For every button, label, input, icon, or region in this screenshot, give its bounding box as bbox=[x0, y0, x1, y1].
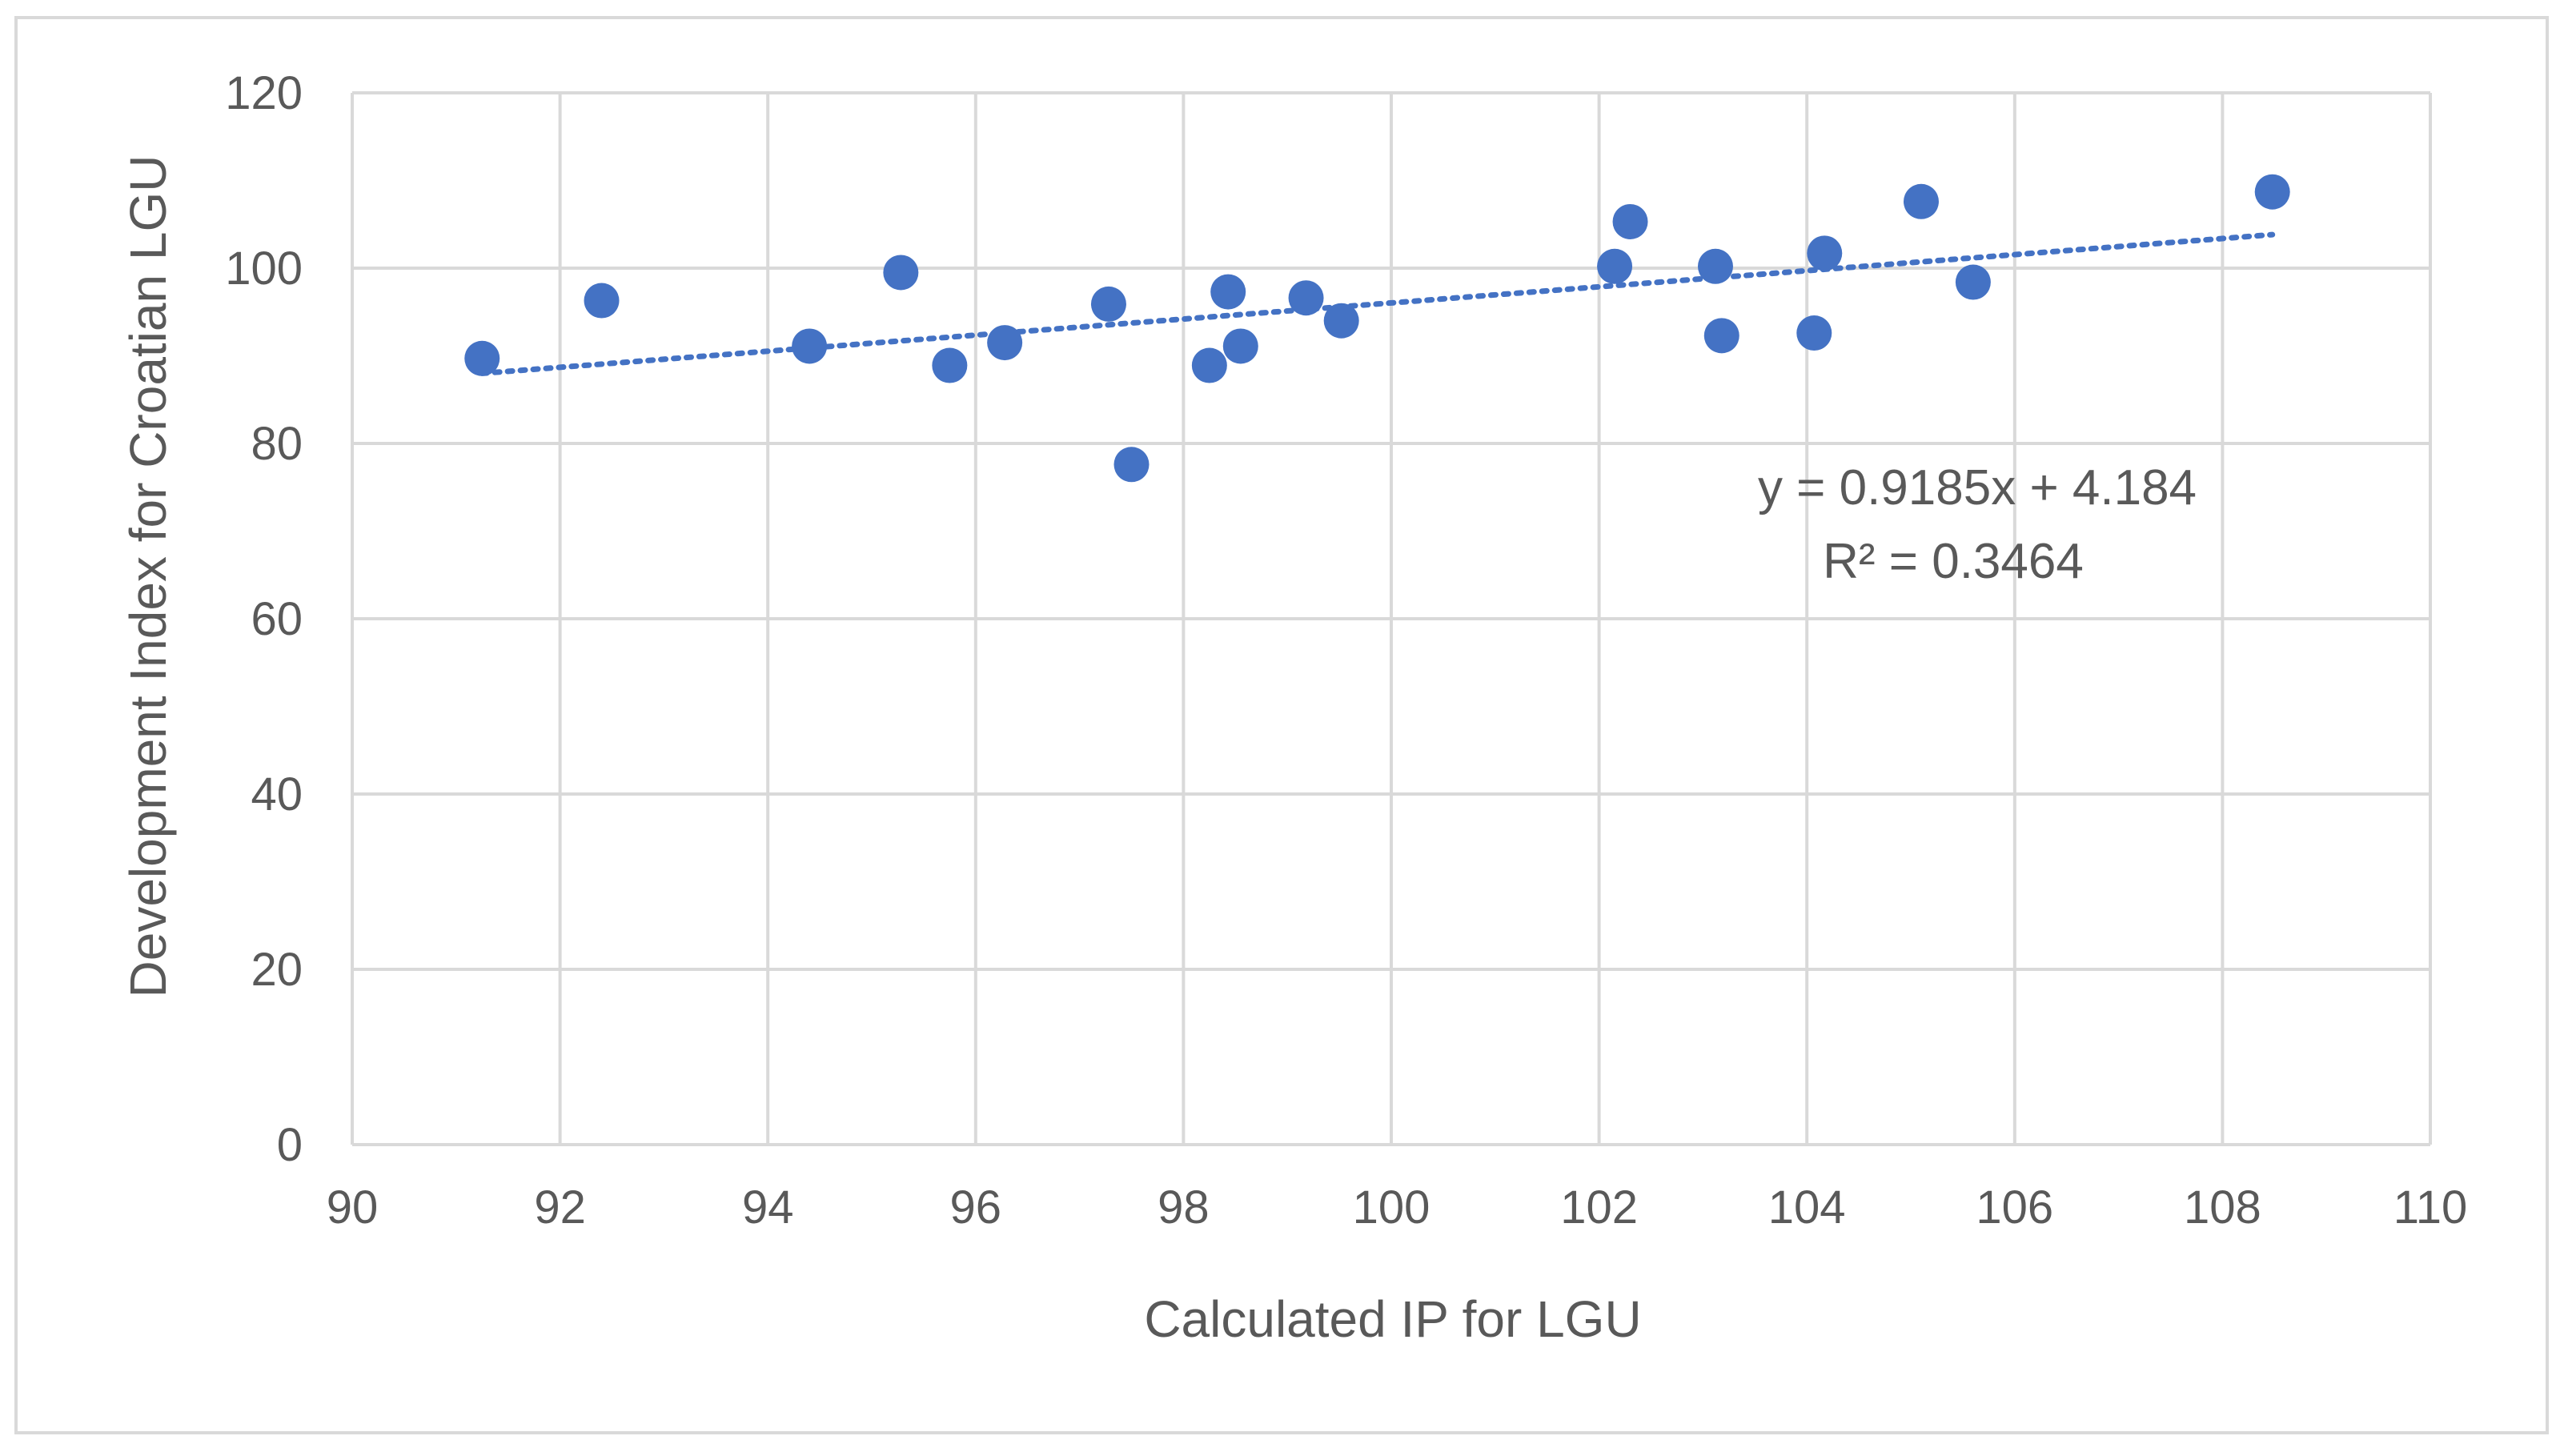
y-tick-label: 60 bbox=[251, 593, 303, 645]
data-point bbox=[792, 328, 828, 364]
data-point bbox=[1955, 264, 1991, 300]
x-axis-title: Calculated IP for LGU bbox=[1144, 1290, 1641, 1348]
grid-layer bbox=[351, 91, 2432, 1146]
x-tick-label: 92 bbox=[534, 1181, 586, 1233]
data-point bbox=[1113, 447, 1150, 483]
data-point bbox=[1597, 248, 1633, 284]
data-point bbox=[987, 325, 1023, 361]
data-point bbox=[1323, 303, 1359, 339]
data-point bbox=[932, 347, 968, 383]
x-tick-label: 94 bbox=[742, 1181, 794, 1233]
y-tick-label: 100 bbox=[225, 243, 303, 295]
data-point bbox=[1090, 286, 1126, 322]
data-point bbox=[584, 283, 620, 319]
x-tick-label: 102 bbox=[1560, 1181, 1638, 1233]
x-tick-label: 104 bbox=[1768, 1181, 1846, 1233]
trendline bbox=[479, 231, 2276, 376]
data-point bbox=[1612, 203, 1648, 239]
data-points bbox=[464, 174, 2290, 483]
data-point bbox=[1191, 347, 1227, 383]
data-point bbox=[1697, 248, 1733, 284]
data-point bbox=[883, 255, 919, 291]
x-tick-label: 100 bbox=[1353, 1181, 1430, 1233]
y-axis-title: Development Index for Croatian LGU bbox=[119, 155, 177, 998]
data-point bbox=[1903, 183, 1939, 219]
axis-layer: 90 92 94 96 98 100 102 104 106 108 110 0 20 40 60 80 100… bbox=[225, 67, 2467, 1233]
data-point bbox=[1210, 274, 1246, 310]
chart-frame bbox=[14, 16, 2549, 1434]
x-tick-label: 106 bbox=[1976, 1181, 2053, 1233]
x-tick-label: 110 bbox=[2393, 1181, 2467, 1233]
data-point bbox=[2254, 174, 2290, 210]
trendline-r-squared: R² = 0.3464 bbox=[1823, 534, 2084, 589]
x-tick-label: 108 bbox=[2184, 1181, 2261, 1233]
x-tick-label: 98 bbox=[1158, 1181, 1210, 1233]
x-tick-label: 90 bbox=[327, 1181, 379, 1233]
y-tick-label: 0 bbox=[277, 1119, 303, 1171]
y-tick-label: 120 bbox=[225, 67, 303, 119]
data-point bbox=[464, 340, 500, 376]
y-tick-label: 20 bbox=[251, 944, 303, 996]
data-point bbox=[1222, 328, 1258, 364]
y-tick-label: 40 bbox=[251, 768, 303, 820]
x-tick-label: 96 bbox=[950, 1181, 1002, 1233]
y-tick-label: 80 bbox=[251, 418, 303, 470]
trendline-equation: y = 0.9185x + 4.184 bbox=[1758, 460, 2197, 515]
data-point bbox=[1288, 280, 1324, 316]
data-point bbox=[1807, 235, 1843, 271]
trendline-layer bbox=[479, 231, 2276, 376]
data-point bbox=[1796, 315, 1832, 351]
labels-layer: y = 0.9185x + 4.184 R² = 0.3464 Calculat… bbox=[119, 155, 2197, 1348]
data-point bbox=[1703, 318, 1739, 354]
